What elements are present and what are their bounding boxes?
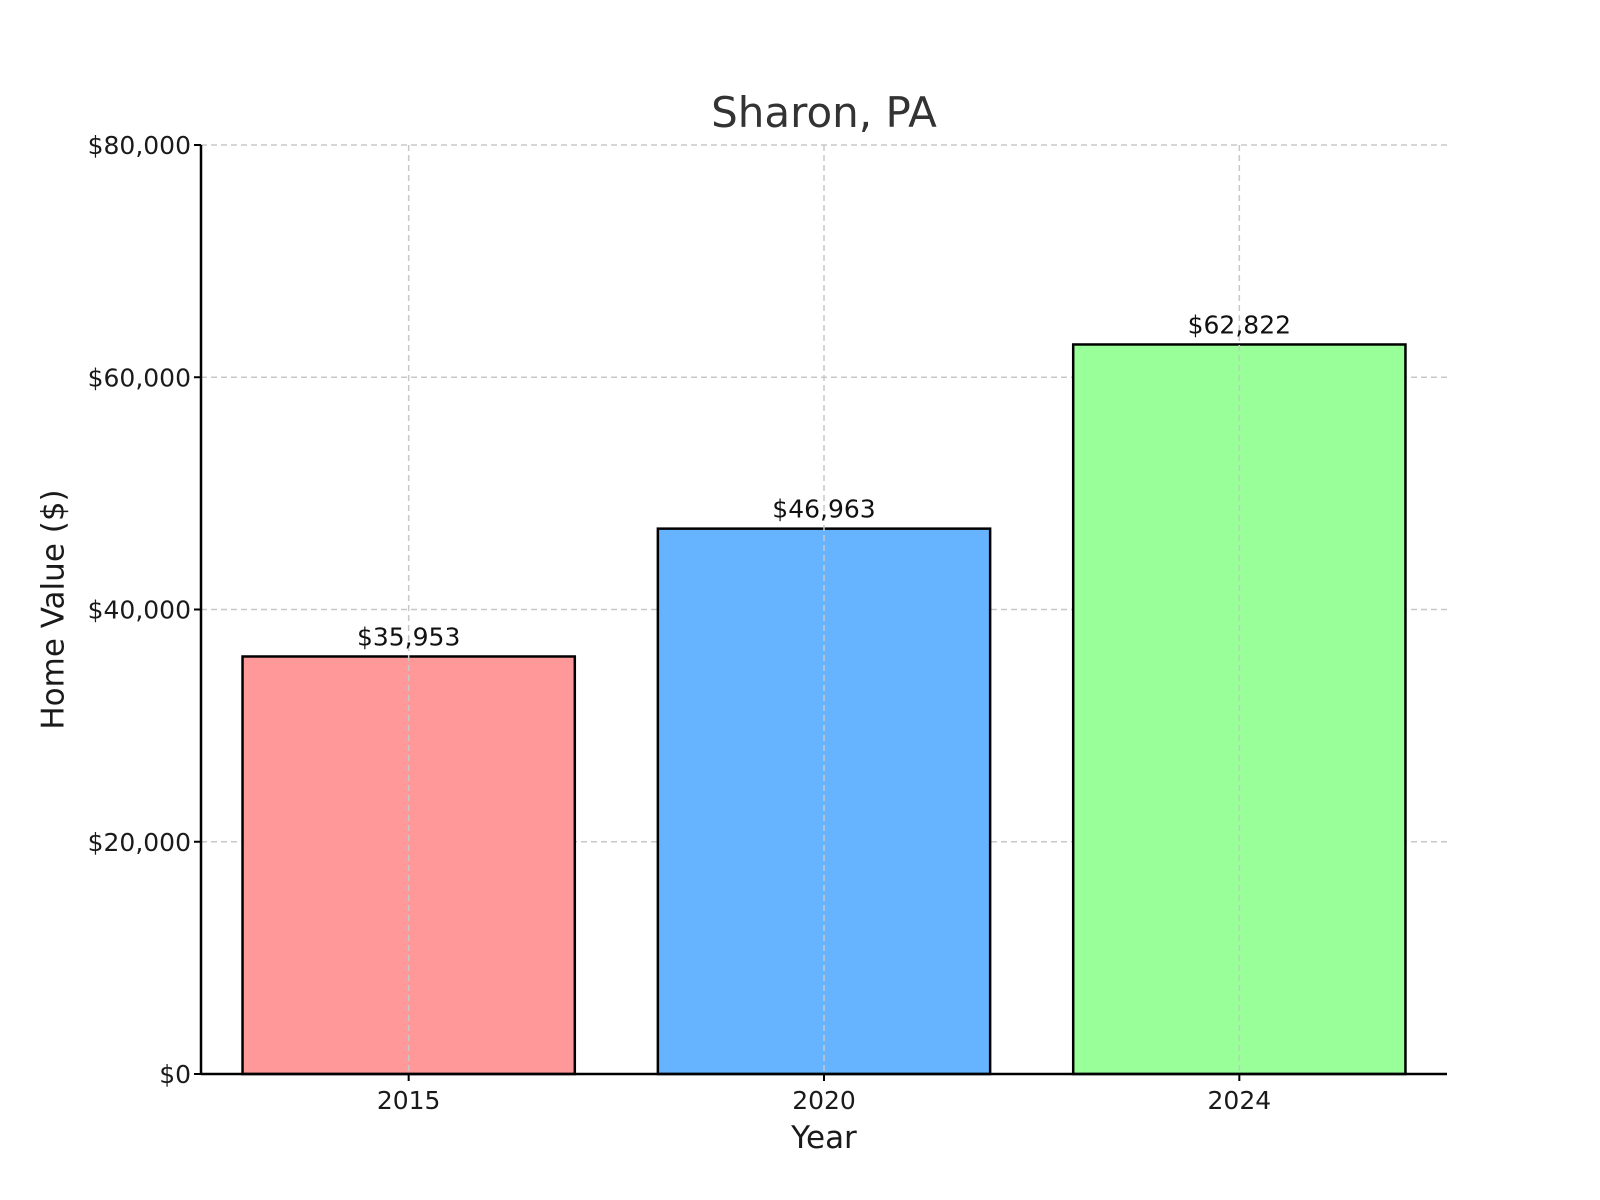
y-tick-label: $80,000 <box>88 131 191 160</box>
x-tick-label: 2024 <box>1208 1086 1272 1115</box>
y-tick-label: $40,000 <box>88 596 191 625</box>
bar-value-label: $46,963 <box>772 495 875 524</box>
ticks-layer: $0 $20,000 $40,000 $60,000 $80,000 2015 2020 20… <box>88 131 1272 1115</box>
x-tick-label: 2015 <box>377 1086 441 1115</box>
bar-value-label: $35,953 <box>357 622 460 651</box>
x-tick-label: 2020 <box>792 1086 856 1115</box>
value-labels-layer: $35,953 $46,963 $62,822 <box>357 310 1291 651</box>
bar-value-label: $62,822 <box>1188 310 1291 339</box>
y-axis-title: Home Value ($) <box>36 489 72 729</box>
x-axis-title: Year <box>790 1120 857 1156</box>
y-tick-label: $60,000 <box>88 363 191 392</box>
bars-layer <box>241 145 1407 1076</box>
chart-title: Sharon, PA <box>711 88 937 137</box>
y-tick-label: $20,000 <box>88 828 191 857</box>
y-tick-label: $0 <box>159 1060 191 1089</box>
